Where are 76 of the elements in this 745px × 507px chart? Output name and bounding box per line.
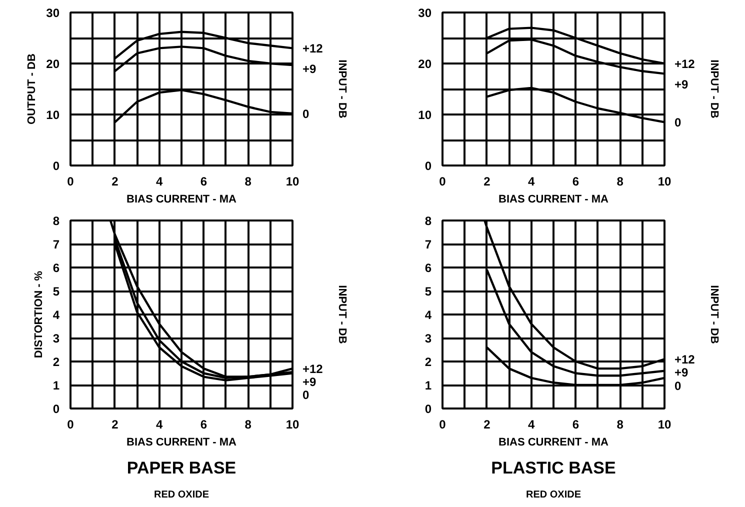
x-tick-label: 6 (200, 174, 208, 188)
x-axis-title: BIAS CURRENT - MA (126, 436, 237, 448)
y-tick-label: 6 (424, 261, 432, 275)
series-label: +12 (302, 362, 324, 376)
x-tick-label: 10 (658, 174, 672, 188)
x-tick-label: 6 (200, 418, 208, 432)
x-tick-label: 0 (67, 418, 74, 432)
y-tick-label: 2 (424, 355, 432, 369)
x-tick-label: 0 (439, 418, 446, 432)
series-label: 0 (302, 106, 310, 121)
text: PAPER BASE (126, 458, 236, 478)
y-tick-label: 0 (424, 159, 432, 173)
y-tick-label: 20 (46, 57, 60, 71)
x-tick-label: 2 (112, 174, 119, 188)
y-tick-label: 8 (52, 214, 60, 228)
y2-axis-title: INPUT - DB (336, 285, 348, 344)
text: RED OXIDE (526, 490, 582, 500)
x-tick-label: 10 (286, 174, 300, 188)
x-tick-label: 4 (156, 418, 163, 432)
y-tick-label: 3 (52, 332, 60, 346)
series-label: +12 (302, 42, 324, 56)
y2-axis-title: INPUT - DB (336, 60, 348, 118)
y2-axis-title: INPUT - DB (708, 60, 720, 118)
x-tick-label: 2 (484, 418, 491, 432)
x-axis-title: BIAS CURRENT - MA (126, 194, 237, 206)
y-axis-title: OUTPUT - DB (26, 54, 38, 124)
x-axis-title: BIAS CURRENT - MA (498, 436, 609, 448)
y-tick-label: 4 (52, 308, 60, 322)
y-tick-label: 0 (424, 402, 432, 416)
y-tick-label: 7 (52, 238, 60, 252)
series-label: 0 (674, 116, 682, 130)
y-tick-label: 2 (52, 355, 60, 369)
y-tick-label: 7 (424, 238, 432, 252)
x-tick-label: 8 (616, 174, 624, 188)
series-label: 0 (302, 388, 310, 402)
x-tick-label: 10 (286, 418, 300, 432)
x-tick-label: 4 (156, 174, 163, 188)
y-tick-label: 6 (52, 261, 60, 275)
y-tick-label: 30 (46, 6, 60, 20)
x-tick-label: 6 (572, 174, 580, 188)
y-tick-label: 1 (424, 378, 432, 392)
y-tick-label: 20 (418, 57, 432, 71)
y-tick-label: 0 (52, 402, 60, 416)
series-label: +12 (674, 352, 696, 367)
y-tick-label: 5 (52, 284, 60, 298)
y-tick-label: 5 (424, 284, 432, 298)
y-tick-label: 3 (424, 332, 432, 346)
x-tick-label: 4 (528, 418, 535, 432)
series-label: +9 (302, 375, 317, 390)
y-tick-label: 8 (424, 214, 432, 228)
x-tick-label: 8 (244, 418, 252, 432)
y-axis-title: DISTORTION - % (32, 270, 45, 358)
series-label: +12 (674, 57, 696, 71)
series-label: +9 (302, 62, 317, 76)
y-tick-label: 0 (52, 159, 60, 173)
y-tick-label: 30 (418, 6, 432, 20)
y2-axis-title: INPUT - DB (708, 285, 720, 344)
x-tick-label: 6 (572, 418, 580, 432)
x-tick-label: 4 (528, 174, 535, 188)
text: RED OXIDE (154, 490, 210, 500)
x-tick-label: 8 (244, 174, 252, 188)
y-tick-label: 10 (46, 108, 60, 122)
y-tick-label: 4 (424, 308, 432, 322)
y-tick-label: 10 (418, 108, 432, 122)
x-tick-label: 2 (484, 174, 491, 188)
x-tick-label: 0 (67, 174, 74, 188)
y-tick-label: 1 (52, 378, 60, 392)
text: PLASTIC BASE (491, 458, 616, 478)
series-label: +9 (674, 366, 689, 380)
series-label: +9 (674, 77, 689, 92)
series-label: 0 (674, 378, 682, 393)
x-tick-label: 0 (439, 174, 446, 188)
x-tick-label: 10 (658, 418, 672, 432)
x-axis-title: BIAS CURRENT - MA (498, 194, 609, 206)
x-tick-label: 2 (112, 418, 119, 432)
x-tick-label: 8 (616, 418, 624, 432)
